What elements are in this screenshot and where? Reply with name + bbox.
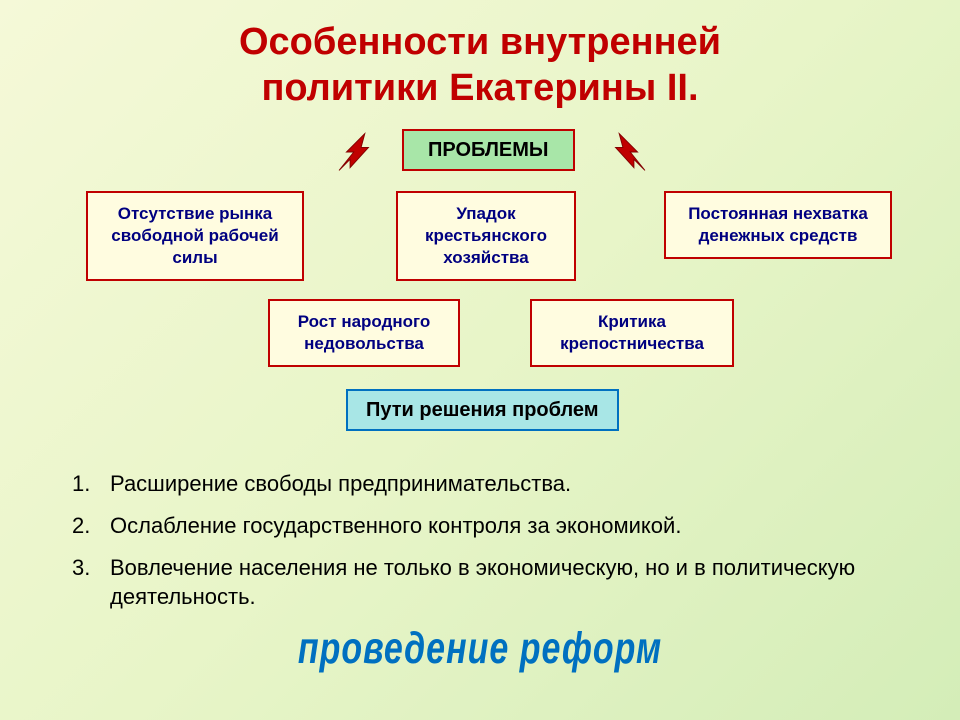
list-item-1: 1. Расширение свободы предпринимательств… (110, 469, 895, 499)
arrow-right-icon (610, 129, 656, 175)
problem-box-2: Упадок крестьянского хозяйства (396, 191, 576, 281)
arrow-left-icon (328, 129, 374, 175)
problem-box-5: Критика крепостничества (530, 299, 734, 367)
title-line-2: политики Екатерины II. (261, 67, 698, 109)
problem-box-1: Отсутствие рынка свободной рабочей силы (86, 191, 304, 281)
problem-text-4: Рост народного недовольства (284, 311, 444, 355)
title-line-1: Особенности внутренней (239, 21, 721, 63)
problem-text-1: Отсутствие рынка свободной рабочей силы (102, 203, 288, 269)
list-text-2: Ослабление государственного контроля за … (110, 513, 681, 538)
slide-container: Особенности внутренней политики Екатерин… (0, 0, 960, 720)
diagram-area: ПРОБЛЕМЫ Отсутствие рынка свободной рабо… (40, 129, 920, 419)
problem-box-3: Постоянная нехватка денежных средств (664, 191, 892, 259)
problem-text-2: Упадок крестьянского хозяйства (412, 203, 560, 269)
slide-title: Особенности внутренней политики Екатерин… (40, 20, 920, 111)
list-item-2: 2. Ослабление государственного контроля … (110, 511, 895, 541)
problem-text-3: Постоянная нехватка денежных средств (680, 203, 876, 247)
problem-text-5: Критика крепостничества (546, 311, 718, 355)
problem-box-4: Рост народного недовольства (268, 299, 460, 367)
solutions-label-box: Пути решения проблем (346, 389, 619, 431)
list-number-2: 2. (72, 511, 90, 541)
list-item-3: 3. Вовлечение населения не только в экон… (110, 553, 895, 612)
list-text-3: Вовлечение населения не только в экономи… (110, 555, 855, 610)
reform-footer-text: проведение реформ (40, 624, 920, 675)
list-number-3: 3. (72, 553, 90, 583)
solutions-label-text: Пути решения проблем (366, 397, 599, 423)
problems-label-text: ПРОБЛЕМЫ (428, 137, 549, 163)
list-text-1: Расширение свободы предпринимательства. (110, 471, 571, 496)
problems-label-box: ПРОБЛЕМЫ (402, 129, 575, 171)
solutions-list: 1. Расширение свободы предпринимательств… (40, 469, 920, 612)
list-number-1: 1. (72, 469, 90, 499)
